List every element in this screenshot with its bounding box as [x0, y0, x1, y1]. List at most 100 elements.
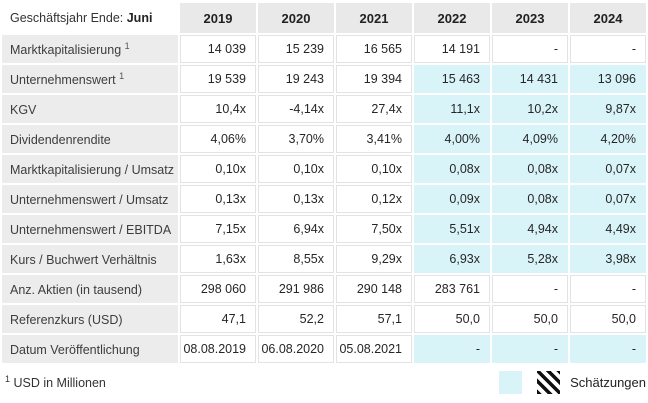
- cell-value: 0,13x: [258, 185, 334, 213]
- cell-value-estimate: 6,93x: [414, 245, 490, 273]
- cell-value-estimate: 13 096: [570, 65, 646, 93]
- table-row-datum-veroeffentlichung: Datum Veröffentlichung 08.08.2019 06.08.…: [2, 335, 646, 363]
- row-label: Unternehmenswert / Umsatz: [2, 185, 178, 213]
- cell-value-estimate: 0,07x: [570, 155, 646, 183]
- row-label: Datum Veröffentlichung: [2, 335, 178, 363]
- cell-value: 8,55x: [258, 245, 334, 273]
- year-header-2024: 2024: [570, 3, 646, 33]
- cell-value: -: [492, 275, 568, 303]
- cell-value-estimate: 4,09%: [492, 125, 568, 153]
- cell-value-estimate: 0,07x: [570, 185, 646, 213]
- cell-value-estimate: 11,1x: [414, 95, 490, 123]
- cell-value-estimate: 14 431: [492, 65, 568, 93]
- year-header-2020: 2020: [258, 3, 334, 33]
- row-label: Unternehmenswert / EBITDA: [2, 215, 178, 243]
- cell-value: 47,1: [180, 305, 256, 333]
- cell-value-estimate: 5,51x: [414, 215, 490, 243]
- table-row-kgv: KGV 10,4x -4,14x 27,4x 11,1x 10,2x 9,87x: [2, 95, 646, 123]
- cell-value-estimate: 4,00%: [414, 125, 490, 153]
- cell-value: 16 565: [336, 35, 412, 63]
- cell-value-estimate: 4,20%: [570, 125, 646, 153]
- cell-value-estimate: 0,09x: [414, 185, 490, 213]
- table-row-marktkapitalisierung-umsatz: Marktkapitalisierung / Umsatz 0,10x 0,10…: [2, 155, 646, 183]
- cell-value: 57,1: [336, 305, 412, 333]
- cell-value: 0,10x: [258, 155, 334, 183]
- estimates-legend-label: Schätzungen: [570, 375, 646, 390]
- row-label: Anz. Aktien (in tausend): [2, 275, 178, 303]
- cell-value-estimate: 15 463: [414, 65, 490, 93]
- table-row-unternehmenswert-umsatz: Unternehmenswert / Umsatz 0,13x 0,13x 0,…: [2, 185, 646, 213]
- cell-value-estimate: 4,49x: [570, 215, 646, 243]
- cell-value: 19 539: [180, 65, 256, 93]
- cell-value: 50,0: [570, 305, 646, 333]
- table-row-unternehmenswert: Unternehmenswert 1 19 539 19 243 19 394 …: [2, 65, 646, 93]
- table-row-unternehmenswert-ebitda: Unternehmenswert / EBITDA 7,15x 6,94x 7,…: [2, 215, 646, 243]
- cell-value-estimate: -: [414, 335, 490, 363]
- table-footer: 1 USD in Millionen Schätzungen: [0, 371, 648, 394]
- cell-value: 3,41%: [336, 125, 412, 153]
- table-row-anz-aktien: Anz. Aktien (in tausend) 298 060 291 986…: [2, 275, 646, 303]
- row-label: Referenzkurs (USD): [2, 305, 178, 333]
- cell-value: 19 394: [336, 65, 412, 93]
- cell-value-estimate: 3,98x: [570, 245, 646, 273]
- cell-value: 19 243: [258, 65, 334, 93]
- cell-value: -: [570, 35, 646, 63]
- footnote-marker: 1: [119, 70, 125, 81]
- fiscal-year-end-label: Geschäftsjahr Ende: Juni: [2, 3, 178, 33]
- row-label: Dividendenrendite: [2, 125, 178, 153]
- cell-value: -4,14x: [258, 95, 334, 123]
- cell-value: 9,29x: [336, 245, 412, 273]
- cell-value: 290 148: [336, 275, 412, 303]
- cell-value: 0,13x: [180, 185, 256, 213]
- cell-value: 08.08.2019: [180, 335, 256, 363]
- cell-value: 3,70%: [258, 125, 334, 153]
- cell-value: 50,0: [414, 305, 490, 333]
- cell-value: 298 060: [180, 275, 256, 303]
- valuation-table: Geschäftsjahr Ende: Juni 2019 2020 2021 …: [0, 1, 648, 365]
- year-header-2023: 2023: [492, 3, 568, 33]
- table-row-dividendenrendite: Dividendenrendite 4,06% 3,70% 3,41% 4,00…: [2, 125, 646, 153]
- table-header-row: Geschäftsjahr Ende: Juni 2019 2020 2021 …: [2, 3, 646, 33]
- cell-value: 0,10x: [336, 155, 412, 183]
- row-label: Marktkapitalisierung / Umsatz: [2, 155, 178, 183]
- cell-value: -: [570, 275, 646, 303]
- fiscal-year-end-prefix: Geschäftsjahr Ende:: [10, 11, 127, 25]
- table-row-kurs-buchwert: Kurs / Buchwert Verhältnis 1,63x 8,55x 9…: [2, 245, 646, 273]
- row-label: Kurs / Buchwert Verhältnis: [2, 245, 178, 273]
- fiscal-year-end-month: Juni: [126, 11, 153, 25]
- cell-value: 6,94x: [258, 215, 334, 243]
- cell-value-estimate: -: [492, 335, 568, 363]
- cell-value-estimate: 4,94x: [492, 215, 568, 243]
- cell-value: 283 761: [414, 275, 490, 303]
- cell-value: 1,63x: [180, 245, 256, 273]
- cell-value: 291 986: [258, 275, 334, 303]
- cell-value: 0,12x: [336, 185, 412, 213]
- cell-value: 7,15x: [180, 215, 256, 243]
- table-row-referenzkurs: Referenzkurs (USD) 47,1 52,2 57,1 50,0 5…: [2, 305, 646, 333]
- usd-millions-footnote: 1 USD in Millionen: [5, 374, 106, 391]
- cell-value: 0,10x: [180, 155, 256, 183]
- cell-value: 27,4x: [336, 95, 412, 123]
- cell-value: 14 191: [414, 35, 490, 63]
- cell-value: 4,06%: [180, 125, 256, 153]
- cell-value: 50,0: [492, 305, 568, 333]
- cell-value-estimate: -: [570, 335, 646, 363]
- cell-value: 15 239: [258, 35, 334, 63]
- cell-value-estimate: 0,08x: [492, 155, 568, 183]
- cell-value: 7,50x: [336, 215, 412, 243]
- cell-value: 52,2: [258, 305, 334, 333]
- cell-value: 05.08.2021: [336, 335, 412, 363]
- cell-value-estimate: 9,87x: [570, 95, 646, 123]
- estimates-legend: Schätzungen: [499, 371, 646, 394]
- cell-value-estimate: 5,28x: [492, 245, 568, 273]
- row-label: Unternehmenswert 1: [2, 65, 178, 93]
- cell-value-estimate: 0,08x: [414, 155, 490, 183]
- cell-value-estimate: 0,08x: [492, 185, 568, 213]
- row-label: Marktkapitalisierung 1: [2, 35, 178, 63]
- table-row-marktkapitalisierung: Marktkapitalisierung 1 14 039 15 239 16 …: [2, 35, 646, 63]
- cell-value: 06.08.2020: [258, 335, 334, 363]
- estimate-hatch-swatch-icon: [537, 371, 561, 394]
- cell-value: 10,4x: [180, 95, 256, 123]
- year-header-2022: 2022: [414, 3, 490, 33]
- footnote-marker: 1: [5, 374, 11, 385]
